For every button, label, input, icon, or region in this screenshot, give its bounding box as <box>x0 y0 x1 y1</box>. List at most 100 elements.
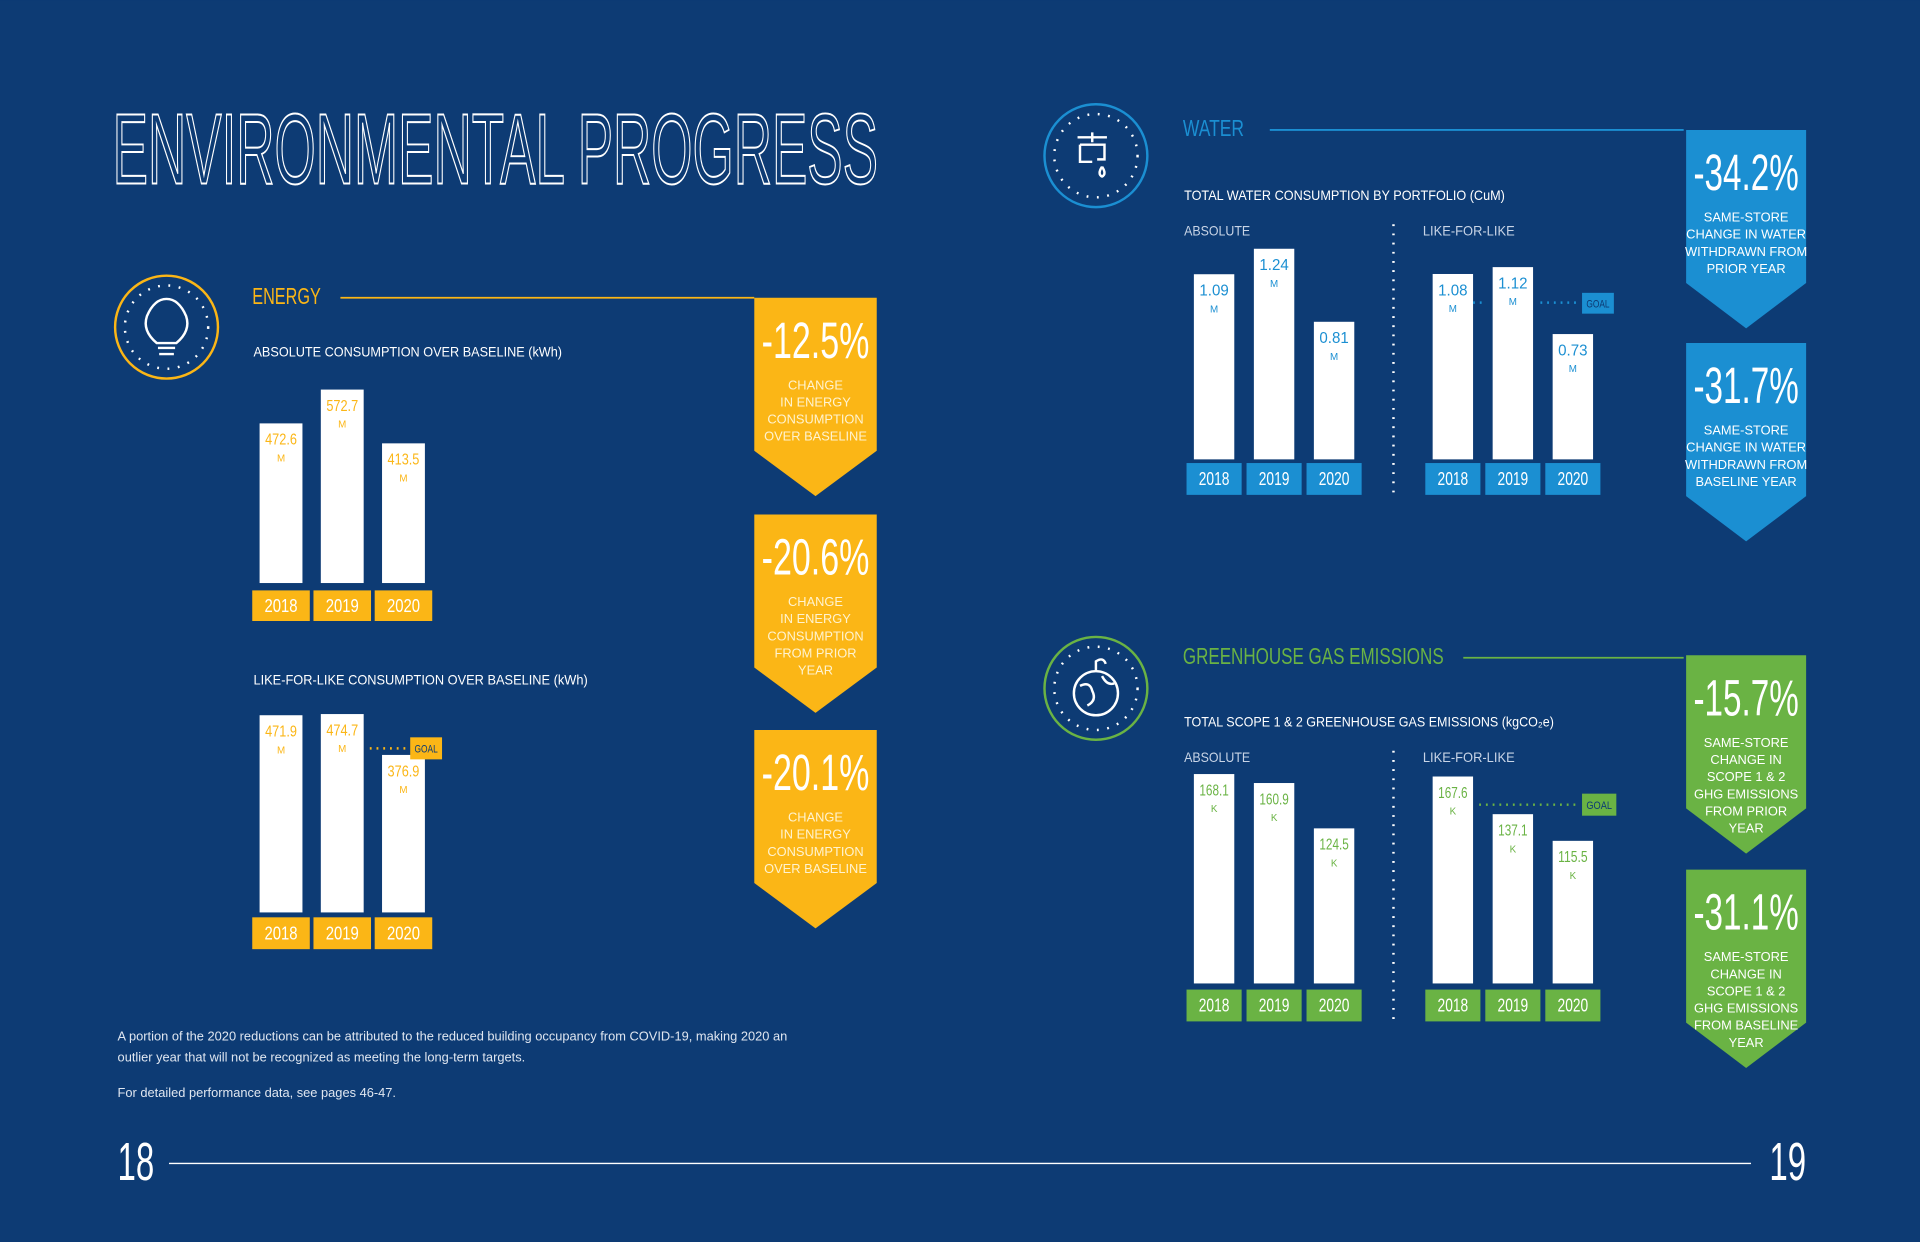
callout-text: GHG EMISSIONS <box>1694 786 1798 801</box>
bar <box>259 423 303 584</box>
bar <box>1253 248 1295 460</box>
section-heading: WATER <box>1183 115 1244 141</box>
bar <box>382 754 425 913</box>
value-label: 168.1 <box>1199 782 1228 799</box>
value-unit: K <box>1450 807 1457 818</box>
callout-chevron <box>1686 343 1807 542</box>
x-tick-label: 2018 <box>264 595 297 616</box>
callout-chevron <box>1686 655 1807 854</box>
x-tick-label: 2019 <box>1498 995 1529 1016</box>
callout-text: SAME-STORE <box>1704 735 1789 750</box>
goal-box <box>1582 292 1614 314</box>
energy-icon <box>113 274 220 380</box>
callout-text: SCOPE 1 & 2 <box>1707 983 1786 998</box>
bar <box>1552 334 1594 460</box>
x-tick-label: 2020 <box>387 595 420 616</box>
x-tick-label: 2020 <box>1558 468 1589 489</box>
category-box <box>374 590 433 621</box>
x-tick-label: 2019 <box>326 922 359 943</box>
callout-chevron <box>754 297 877 497</box>
value-label: 0.73 <box>1558 342 1588 359</box>
chart-title: LIKE-FOR-LIKE <box>1423 222 1515 238</box>
page-number: 18 <box>118 1132 155 1192</box>
callout-text: SAME-STORE <box>1704 423 1789 438</box>
value-unit: M <box>1569 364 1577 375</box>
callout-text: SAME-STORE <box>1704 210 1789 225</box>
x-tick-label: 2018 <box>1438 468 1469 489</box>
callout-text: SCOPE 1 & 2 <box>1707 769 1786 784</box>
callout-value: -31.1% <box>1693 883 1798 941</box>
bar <box>1552 840 1594 984</box>
value-unit: M <box>399 785 407 796</box>
callout-text: CHANGE <box>788 810 843 825</box>
category-box <box>252 590 310 621</box>
callout-text: SAME-STORE <box>1704 949 1789 964</box>
callout-text: CONSUMPTION <box>767 628 863 643</box>
goal-box <box>1582 793 1617 816</box>
callout-text: CONSUMPTION <box>767 844 863 859</box>
section-heading: ENERGY <box>252 283 321 309</box>
callout-text: CHANGE IN WATER <box>1686 440 1806 455</box>
value-label: 472.6 <box>265 432 297 449</box>
chart-title: ABSOLUTE <box>1184 749 1250 765</box>
callout-text: YEAR <box>1729 1035 1764 1050</box>
callout-chevron <box>1686 869 1807 1068</box>
callout-text: OVER BASELINE <box>764 861 867 876</box>
value-label: 1.09 <box>1199 283 1229 300</box>
chart-title: ABSOLUTE <box>1184 222 1250 238</box>
page-number: 19 <box>1769 1132 1806 1192</box>
category-box <box>1485 989 1541 1022</box>
x-tick-label: 2019 <box>1259 468 1290 489</box>
bar <box>320 714 364 913</box>
value-label: 137.1 <box>1498 823 1527 840</box>
callout-text: CHANGE <box>788 377 843 392</box>
callout-text: OVER BASELINE <box>764 429 867 444</box>
chart-title: LIKE-FOR-LIKE <box>1423 749 1515 765</box>
callout-text: FROM PRIOR <box>774 645 856 660</box>
value-label: 474.7 <box>326 722 358 739</box>
callout-value: -12.5% <box>762 311 870 369</box>
category-box <box>252 917 310 950</box>
category-box <box>1186 989 1242 1022</box>
value-unit: K <box>1271 813 1278 824</box>
callout-text: IN ENERGY <box>780 827 851 842</box>
value-label: 376.9 <box>388 763 420 780</box>
bar <box>1253 783 1295 984</box>
value-label: 167.6 <box>1438 785 1467 802</box>
bar <box>1432 776 1474 984</box>
callout-text: FROM BASELINE <box>1694 1018 1799 1033</box>
footnote-line: outlier year that will not be recognized… <box>118 1050 526 1065</box>
category-box <box>1545 989 1601 1022</box>
footnote-line: A portion of the 2020 reductions can be … <box>118 1029 788 1044</box>
page-title: ENVIRONMENTAL PROGRESS <box>113 93 878 205</box>
value-unit: K <box>1211 804 1218 815</box>
x-tick-label: 2020 <box>1319 468 1350 489</box>
callout-value: -31.7% <box>1693 356 1798 414</box>
x-tick-label: 2018 <box>1199 995 1230 1016</box>
value-unit: M <box>277 745 285 756</box>
value-unit: K <box>1510 844 1517 855</box>
value-label: 115.5 <box>1558 849 1588 866</box>
water-icon <box>1043 103 1149 209</box>
category-box <box>1485 463 1541 495</box>
value-unit: M <box>277 453 285 464</box>
value-label: 1.24 <box>1259 257 1289 274</box>
callout-value: -34.2% <box>1693 143 1798 201</box>
callout-text: CHANGE IN WATER <box>1686 227 1806 242</box>
callout-chevron <box>754 514 877 713</box>
value-unit: M <box>1330 352 1338 363</box>
section-subtitle: TOTAL WATER CONSUMPTION BY PORTFOLIO (Cu… <box>1184 187 1505 203</box>
value-label: 1.12 <box>1498 275 1528 292</box>
value-label: 124.5 <box>1319 837 1348 854</box>
bar <box>1193 774 1235 984</box>
callout-text: WITHDRAWN FROM <box>1685 244 1807 259</box>
callout-text: CHANGE <box>788 594 843 609</box>
category-box <box>1425 989 1481 1022</box>
value-unit: M <box>1210 304 1218 315</box>
x-tick-label: 2019 <box>326 595 359 616</box>
callout-chevron <box>754 729 877 929</box>
category-box <box>1246 463 1302 495</box>
note: For detailed performance data, see pages… <box>118 1085 396 1100</box>
category-box <box>313 590 372 621</box>
value-unit: K <box>1331 858 1338 869</box>
